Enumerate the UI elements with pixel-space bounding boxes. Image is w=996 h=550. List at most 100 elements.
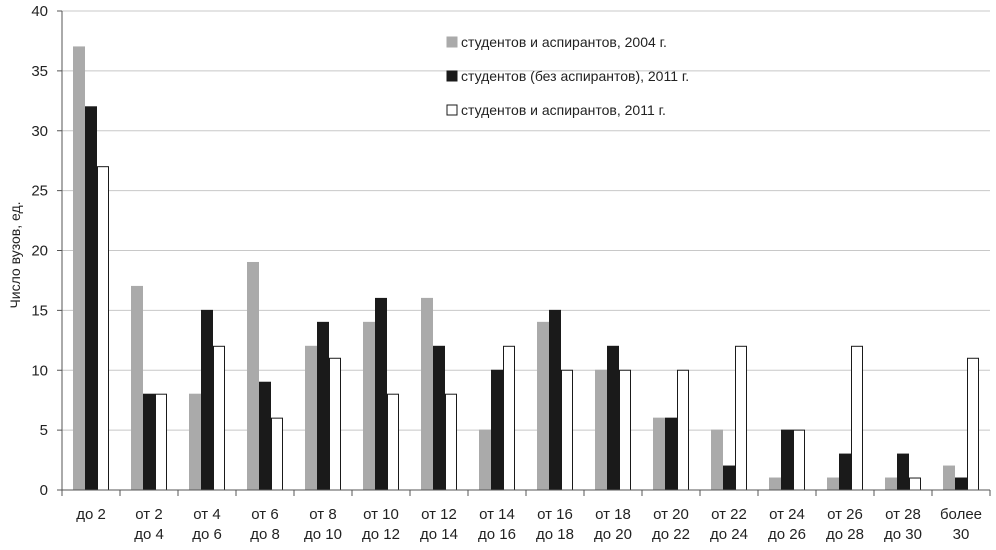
x-tick-label: до 2 xyxy=(76,506,106,523)
legend-swatch xyxy=(446,104,458,116)
legend-label: студентов и аспирантов, 2011 г. xyxy=(461,102,666,118)
x-tick-label: до 22 xyxy=(652,526,690,543)
y-tick-label: 20 xyxy=(31,243,48,260)
bar-s1-8 xyxy=(537,321,549,491)
bar-s1-7 xyxy=(479,429,491,491)
bar-s3-11 xyxy=(735,345,747,491)
x-axis-labels: до 2 от 2 до 4 от 4 до 6 от 6 до 8 от 8 до 10 от … xyxy=(76,506,982,543)
bar-s1-11 xyxy=(711,429,723,491)
x-tick-label: от 8 xyxy=(309,506,336,523)
y-tick-label: 30 xyxy=(31,123,48,140)
x-tick-label: до 12 xyxy=(362,526,400,543)
x-tick-label: от 6 xyxy=(251,506,278,523)
legend-label: студентов и аспирантов, 2004 г. xyxy=(461,34,667,50)
bar-s1-2 xyxy=(189,393,201,491)
x-tick-label: до 28 xyxy=(826,526,864,543)
y-tick-label: 15 xyxy=(31,302,48,319)
legend-swatch xyxy=(446,36,458,48)
x-tick-label: до 18 xyxy=(536,526,574,543)
y-tick-label: 40 xyxy=(31,3,48,20)
x-tick-label: до 20 xyxy=(594,526,632,543)
y-tick-label: 25 xyxy=(31,183,48,200)
x-tick-label: до 6 xyxy=(192,526,222,543)
bar-s2-2 xyxy=(201,309,213,491)
bar-s2-5 xyxy=(375,297,387,491)
bar-s3-5 xyxy=(387,393,399,491)
bar-s1-12 xyxy=(769,477,781,491)
bar-s3-12 xyxy=(793,429,805,491)
x-tick-label: до 10 xyxy=(304,526,342,543)
bar-s3-8 xyxy=(561,369,573,491)
bar-s2-8 xyxy=(549,309,561,491)
legend: студентов и аспирантов, 2004 г. студентов… xyxy=(446,34,689,118)
x-tick-label: до 4 xyxy=(134,526,164,543)
legend-label: студентов (без аспирантов), 2011 г. xyxy=(461,68,689,84)
bar-s2-4 xyxy=(317,321,329,491)
x-tick-label: от 26 xyxy=(827,506,863,523)
x-tick-label: от 4 xyxy=(193,506,220,523)
bar-s1-15 xyxy=(943,465,955,491)
x-tick-label: от 12 xyxy=(421,506,457,523)
bar-s1-3 xyxy=(247,261,259,491)
y-axis-ticks: 0 5 10 15 20 25 30 35 40 xyxy=(31,3,62,499)
x-tick-label: до 8 xyxy=(250,526,280,543)
x-tick-label: от 20 xyxy=(653,506,689,523)
x-tick-label: от 22 xyxy=(711,506,747,523)
x-tick-label: до 24 xyxy=(710,526,748,543)
legend-swatch xyxy=(446,70,458,82)
x-tick-label: от 16 xyxy=(537,506,573,523)
x-tick-label: до 30 xyxy=(884,526,922,543)
bar-s3-7 xyxy=(503,345,515,491)
bar-s1-14 xyxy=(885,477,897,491)
bar-s3-6 xyxy=(445,393,457,491)
bar-s1-13 xyxy=(827,477,839,491)
bar-s3-4 xyxy=(329,357,341,491)
x-tick-label: от 24 xyxy=(769,506,805,523)
bar-s1-5 xyxy=(363,321,375,491)
bar-s2-13 xyxy=(839,453,851,491)
bar-s3-13 xyxy=(851,345,863,491)
bar-s2-3 xyxy=(259,381,271,491)
x-tick-label: от 14 xyxy=(479,506,515,523)
bar-s3-0 xyxy=(97,166,109,491)
y-tick-label: 10 xyxy=(31,362,48,379)
bar-s3-15 xyxy=(967,357,979,491)
bars xyxy=(73,46,979,491)
bar-s3-1 xyxy=(155,393,167,491)
bar-s3-10 xyxy=(677,369,689,491)
x-tick-label: 30 xyxy=(953,526,970,543)
x-tick-label: более xyxy=(940,506,982,523)
bar-s1-4 xyxy=(305,345,317,491)
bar-s2-15 xyxy=(955,477,967,491)
bar-s3-2 xyxy=(213,345,225,491)
bar-s1-0 xyxy=(73,46,85,491)
y-axis-label: Число вузов, ед. xyxy=(7,201,23,308)
y-tick-label: 0 xyxy=(40,482,48,499)
x-tick-label: от 2 xyxy=(135,506,162,523)
bar-s2-9 xyxy=(607,345,619,491)
bar-s2-0 xyxy=(85,106,97,491)
bar-s2-10 xyxy=(665,417,677,491)
y-tick-label: 35 xyxy=(31,63,48,80)
x-tick-label: от 18 xyxy=(595,506,631,523)
bar-s3-3 xyxy=(271,417,283,491)
bar-s1-1 xyxy=(131,285,143,491)
bar-s1-10 xyxy=(653,417,665,491)
bar-s3-9 xyxy=(619,369,631,491)
y-tick-label: 5 xyxy=(40,422,48,439)
bar-s1-6 xyxy=(421,297,433,491)
bar-s2-14 xyxy=(897,453,909,491)
bar-s2-1 xyxy=(143,393,155,491)
x-tick-label: от 10 xyxy=(363,506,399,523)
bar-s2-6 xyxy=(433,345,445,491)
axes xyxy=(61,11,991,496)
x-tick-label: до 26 xyxy=(768,526,806,543)
bar-s2-12 xyxy=(781,429,793,491)
bar-s2-11 xyxy=(723,465,735,491)
x-tick-label: от 28 xyxy=(885,506,921,523)
bar-s3-14 xyxy=(909,477,921,491)
x-tick-label: до 16 xyxy=(478,526,516,543)
bar-s1-9 xyxy=(595,369,607,491)
bar-s2-7 xyxy=(491,369,503,491)
